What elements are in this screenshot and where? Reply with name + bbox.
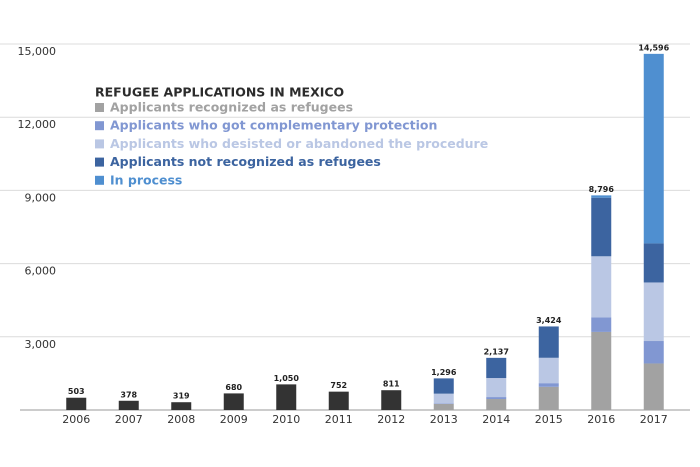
bar-segment [486, 378, 507, 398]
x-tick-label: 2017 [640, 413, 668, 426]
bar [223, 393, 244, 410]
y-tick-label: 9,000 [25, 191, 57, 204]
legend-swatch [95, 157, 104, 167]
bar-segment [643, 53, 664, 244]
y-tick-label: 15,000 [18, 45, 57, 58]
value-label: 14,596 [638, 43, 669, 52]
bar-segment [643, 341, 664, 364]
legend-swatch [95, 103, 104, 112]
x-tick-label: 2014 [482, 413, 510, 426]
value-label: 752 [330, 381, 347, 390]
bar-segment [433, 403, 454, 410]
legend-label: Applicants who got complementary protect… [110, 118, 437, 133]
y-tick-label: 3,000 [25, 338, 57, 351]
y-tick-label: 12,000 [18, 118, 57, 131]
value-label: 319 [173, 392, 190, 401]
bar-segment [591, 195, 612, 198]
chart-title: REFUGEE APPLICATIONS IN MEXICO [95, 85, 344, 100]
value-label: 1,296 [431, 368, 457, 377]
bar-segment [486, 357, 507, 379]
bar [328, 391, 349, 410]
x-tick-label: 2016 [587, 413, 615, 426]
bar-segment [643, 243, 664, 283]
bar-segment [538, 326, 559, 358]
bar-segment [486, 399, 507, 410]
value-label: 503 [68, 387, 85, 396]
x-tick-label: 2007 [115, 413, 143, 426]
x-tick-label: 2015 [535, 413, 563, 426]
legend-swatch [95, 139, 104, 149]
bar-segment [433, 393, 454, 404]
legend-swatch [95, 175, 104, 185]
legend-label: Applicants recognized as refugees [110, 100, 353, 115]
bar [171, 402, 192, 410]
bar [276, 384, 297, 410]
value-label: 2,137 [484, 347, 509, 356]
value-label: 378 [120, 390, 137, 399]
value-label: 680 [225, 383, 242, 392]
value-label: 811 [383, 380, 400, 389]
x-tick-label: 2010 [272, 413, 300, 426]
bar-segment [591, 331, 612, 410]
bar-segment [538, 383, 559, 387]
bar-segment [643, 282, 664, 342]
x-tick-label: 2008 [167, 413, 195, 426]
bar-segment [433, 378, 454, 394]
bar [381, 390, 402, 410]
legend-swatch [95, 121, 104, 131]
bar-segment [538, 357, 559, 384]
x-tick-label: 2009 [220, 413, 248, 426]
bar-segment [591, 256, 612, 318]
legend-label: Applicants who desisted or abandoned the… [110, 136, 488, 151]
value-label: 8,796 [589, 185, 615, 194]
x-tick-label: 2012 [377, 413, 405, 426]
legend-label: Applicants not recognized as refugees [110, 154, 381, 169]
bar [118, 400, 139, 410]
bar-segment [486, 397, 507, 400]
legend-label: In process [110, 172, 182, 187]
value-label: 3,424 [536, 316, 562, 325]
y-tick-label: 6,000 [25, 265, 57, 278]
bar [66, 397, 87, 410]
x-tick-label: 2006 [62, 413, 90, 426]
bar-segment [538, 386, 559, 410]
x-tick-label: 2013 [430, 413, 458, 426]
bar-segment [591, 197, 612, 257]
bar-segment [591, 317, 612, 332]
x-tick-label: 2011 [325, 413, 353, 426]
bar-segment [643, 363, 664, 410]
value-label: 1,050 [274, 374, 300, 383]
